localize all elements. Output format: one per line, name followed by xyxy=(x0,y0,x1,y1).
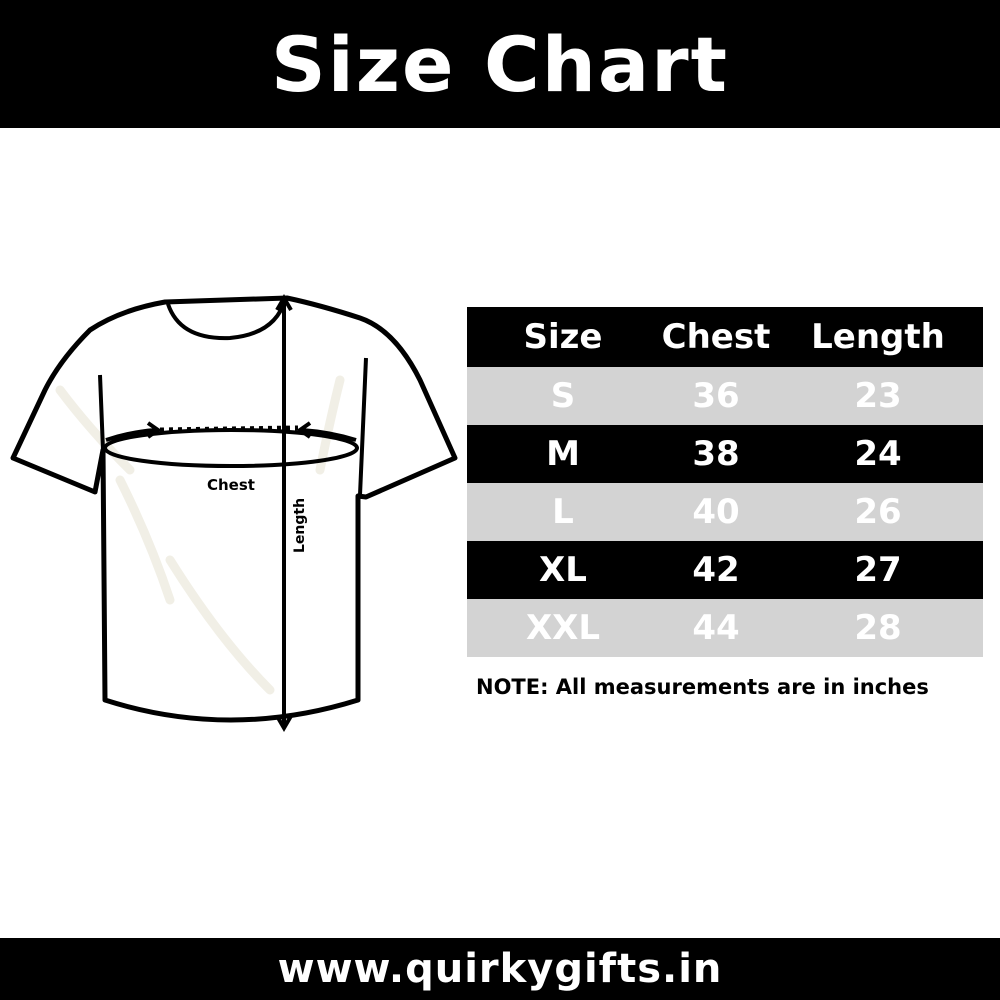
table-row: L 40 26 xyxy=(467,483,983,541)
cell-length: 28 xyxy=(854,608,902,648)
cell-length: 24 xyxy=(854,434,902,474)
cell-chest: 38 xyxy=(692,434,740,474)
cell-chest: 42 xyxy=(692,550,740,590)
table-row: XL 42 27 xyxy=(467,541,983,599)
page-title: Size Chart xyxy=(270,19,729,109)
arrow-right-icon xyxy=(296,421,357,442)
chest-label: Chest xyxy=(207,476,255,494)
cell-size: M xyxy=(546,434,580,474)
table-header: Size Chest Length xyxy=(467,307,983,367)
size-table: Size Chest Length S 36 23 M 38 24 L 40 26 XL 42 27 X… xyxy=(467,307,983,657)
footer-bar: www.quirkygifts.in xyxy=(0,938,1000,1000)
cell-size: XL xyxy=(539,550,587,590)
column-header-chest: Chest xyxy=(661,317,771,357)
column-header-length: Length xyxy=(811,317,945,357)
measurement-note: NOTE: All measurements are in inches xyxy=(476,675,929,699)
cell-length: 27 xyxy=(854,550,902,590)
arrow-up-icon xyxy=(275,294,293,312)
cell-length: 23 xyxy=(854,376,902,416)
table-row: S 36 23 xyxy=(467,367,983,425)
cell-chest: 36 xyxy=(692,376,740,416)
tshirt-diagram: Chest Length xyxy=(10,294,458,732)
arrow-down-icon xyxy=(275,714,293,732)
cell-length: 26 xyxy=(854,492,902,532)
cell-chest: 40 xyxy=(692,492,740,532)
length-label: Length xyxy=(292,498,308,553)
column-header-size: Size xyxy=(523,317,603,357)
website-link[interactable]: www.quirkygifts.in xyxy=(277,946,723,992)
cell-chest: 44 xyxy=(692,608,740,648)
tshirt-outline xyxy=(10,295,458,723)
cell-size: XXL xyxy=(525,608,601,648)
table-row: XXL 44 28 xyxy=(467,599,983,657)
arrow-left-icon xyxy=(105,421,162,442)
cell-size: S xyxy=(550,376,576,416)
cell-size: L xyxy=(552,492,574,532)
table-row: M 38 24 xyxy=(467,425,983,483)
title-bar: Size Chart xyxy=(0,0,1000,128)
chest-ellipse xyxy=(103,428,359,468)
